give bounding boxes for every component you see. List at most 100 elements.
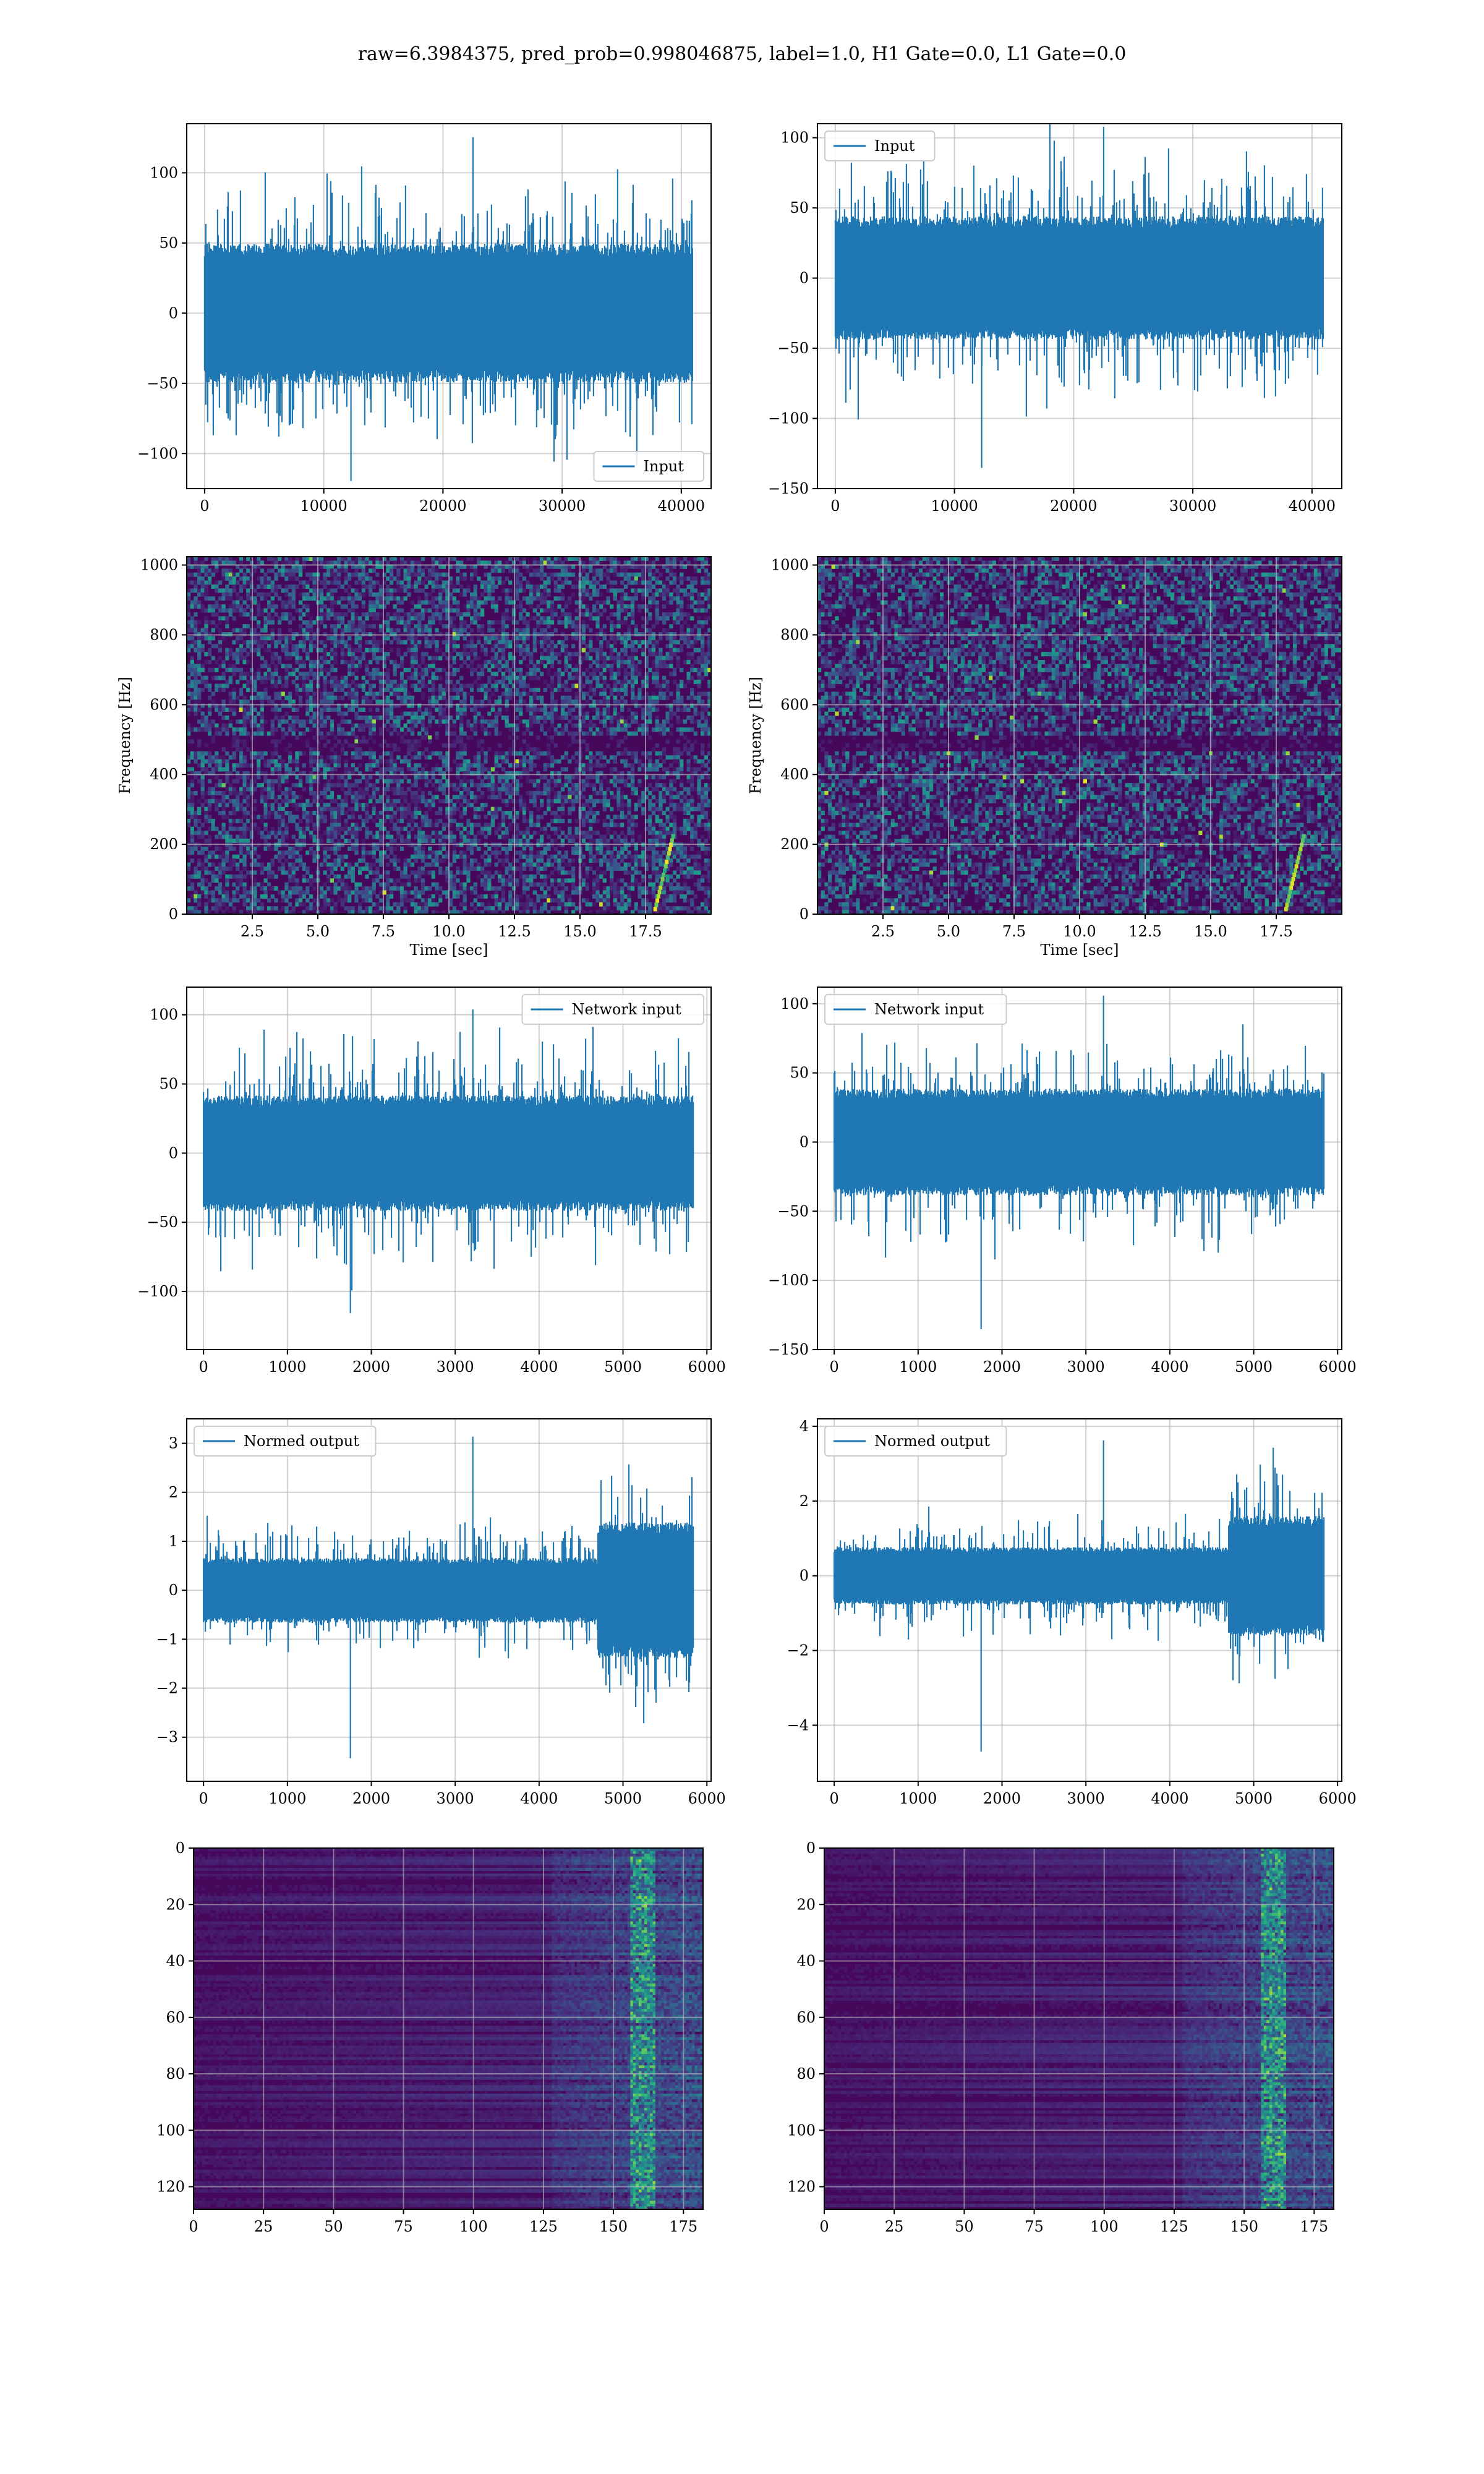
x-tick-label-norm-l1: 3000 [1067,1790,1105,1807]
x-axis-label-spec-h1: Time [sec] [410,941,488,959]
y-tick-label-feat-h1: 20 [166,1896,185,1913]
y-tick-label-net-h1: 50 [159,1076,178,1093]
x-tick-label-input-l1: 10000 [931,497,978,515]
y-tick-label-input-l1: −50 [777,340,809,357]
x-tick-label-input-l1: 20000 [1050,497,1097,515]
legend-entry-net-l1: Network input [874,1001,984,1018]
y-axis-label-spec-l1: Frequency [Hz] [747,677,764,794]
y-tick-label-norm-h1: −2 [156,1680,178,1697]
x-tick-label-norm-h1: 5000 [604,1790,642,1807]
x-tick-label-feat-l1: 125 [1160,2218,1188,2235]
y-tick-label-feat-h1: 40 [166,1953,185,1970]
x-tick-label-feat-l1: 75 [1025,2218,1044,2235]
x-tick-label-spec-l1: 5.0 [937,923,960,940]
x-tick-label-net-h1: 5000 [604,1358,642,1376]
x-tick-label-norm-l1: 5000 [1235,1790,1273,1807]
x-tick-label-net-l1: 0 [829,1358,838,1376]
x-tick-label-feat-h1: 0 [189,2218,198,2235]
legend-net-l1: Network input [825,995,1007,1024]
y-tick-label-spec-h1: 1000 [140,557,178,574]
y-tick-label-input-l1: −100 [768,410,809,427]
y-tick-label-norm-h1: 2 [169,1484,178,1501]
x-tick-label-net-h1: 4000 [520,1358,558,1376]
y-tick-label-norm-l1: 4 [800,1418,809,1435]
x-tick-label-input-l1: 30000 [1169,497,1216,515]
y-tick-label-feat-h1: 60 [166,2009,185,2026]
y-tick-label-net-h1: 100 [150,1006,178,1024]
y-tick-label-feat-l1: 0 [806,1839,816,1857]
series-line-norm-l1 [834,1440,1324,1752]
x-tick-label-net-h1: 0 [198,1358,208,1376]
y-tick-label-net-l1: 100 [780,995,809,1012]
x-tick-label-spec-h1: 7.5 [372,923,395,940]
x-tick-label-spec-l1: 12.5 [1128,923,1161,940]
y-tick-label-input-h1: 100 [150,164,178,181]
legend-entry-net-h1: Network input [572,1001,681,1018]
y-tick-label-feat-l1: 40 [796,1953,816,1970]
x-tick-label-input-h1: 30000 [539,497,586,515]
y-tick-label-net-h1: −100 [137,1283,178,1300]
x-tick-label-input-h1: 10000 [300,497,347,515]
y-tick-label-spec-l1: 600 [780,696,809,713]
y-tick-label-feat-l1: 120 [787,2178,816,2196]
y-tick-label-norm-l1: −2 [787,1642,809,1659]
series-line-input-l1 [835,124,1323,468]
x-tick-label-input-l1: 0 [830,497,840,515]
y-tick-label-feat-l1: 100 [787,2121,816,2139]
y-tick-label-net-l1: −150 [768,1341,809,1358]
y-tick-label-net-l1: 0 [800,1134,809,1151]
y-tick-label-input-h1: −100 [137,445,178,462]
x-tick-label-feat-h1: 50 [324,2218,343,2235]
y-tick-label-input-l1: −150 [768,480,809,497]
x-tick-label-net-h1: 1000 [268,1358,306,1376]
y-tick-label-input-h1: 0 [169,304,178,322]
x-tick-label-feat-l1: 50 [955,2218,974,2235]
x-tick-label-spec-h1: 10.0 [432,923,465,940]
series-line-net-l1 [834,996,1324,1329]
y-tick-label-spec-h1: 600 [150,696,178,713]
legend-input-l1: Input [825,131,935,161]
y-tick-label-feat-l1: 20 [796,1896,816,1913]
y-tick-label-norm-h1: 0 [169,1582,178,1599]
legend-entry-input-h1: Input [644,458,684,475]
x-tick-label-net-h1: 2000 [352,1358,390,1376]
x-tick-label-spec-h1: 12.5 [498,923,531,940]
x-tick-label-feat-h1: 125 [529,2218,558,2235]
x-tick-label-feat-l1: 175 [1300,2218,1328,2235]
y-tick-label-spec-h1: 400 [150,766,178,783]
x-tick-label-input-l1: 40000 [1289,497,1336,515]
y-tick-label-feat-h1: 0 [176,1839,185,1857]
y-tick-label-input-l1: 0 [800,270,809,287]
x-tick-label-input-h1: 0 [200,497,209,515]
x-tick-label-spec-h1: 5.0 [306,923,330,940]
series-line-norm-h1 [203,1437,693,1758]
y-tick-label-norm-h1: −3 [156,1729,178,1746]
y-tick-label-spec-h1: 0 [169,905,178,923]
legend-input-h1: Input [594,452,704,481]
y-tick-label-feat-l1: 80 [796,2065,816,2082]
x-tick-label-spec-h1: 17.5 [629,923,662,940]
x-tick-label-spec-l1: 7.5 [1002,923,1026,940]
y-tick-label-net-l1: 50 [790,1064,809,1082]
y-tick-label-spec-l1: 400 [780,766,809,783]
x-tick-label-norm-h1: 1000 [268,1790,306,1807]
y-tick-label-net-l1: −50 [777,1202,809,1220]
y-tick-label-spec-l1: 200 [780,836,809,853]
x-tick-label-norm-l1: 1000 [899,1790,937,1807]
y-tick-label-net-h1: 0 [169,1144,178,1162]
x-tick-label-net-l1: 1000 [899,1358,937,1376]
legend-entry-input-l1: Input [874,137,915,155]
series-line-input-h1 [205,137,693,481]
x-tick-label-spec-l1: 10.0 [1063,923,1096,940]
y-tick-label-net-h1: −50 [147,1213,178,1231]
legend-entry-norm-l1: Normed output [874,1432,990,1450]
y-tick-label-feat-h1: 100 [156,2121,185,2139]
x-tick-label-feat-l1: 150 [1230,2218,1258,2235]
series-line-net-h1 [203,1009,693,1313]
